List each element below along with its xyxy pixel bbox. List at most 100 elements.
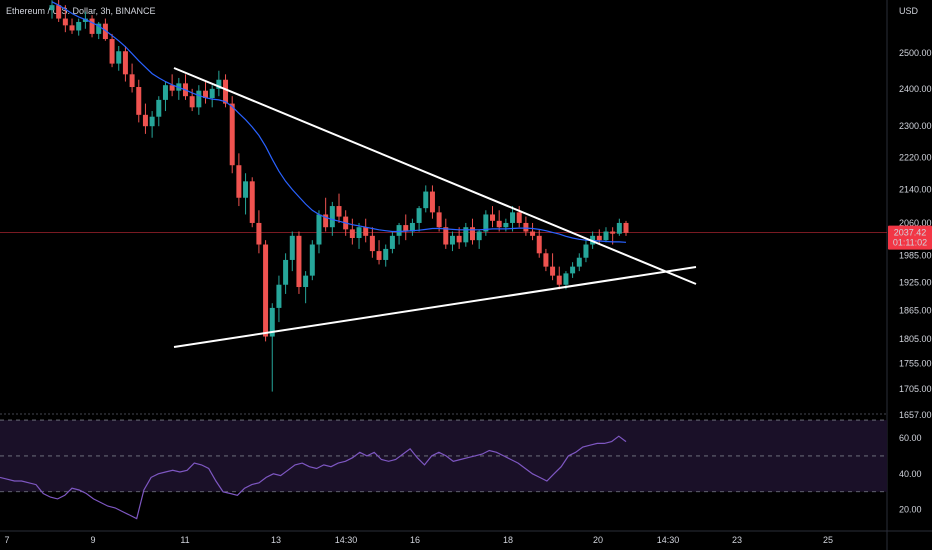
candle-body [249, 181, 255, 223]
candle-body [456, 235, 462, 243]
candle-body [383, 248, 389, 260]
time-tick-label: 13 [271, 535, 281, 545]
candle-body [116, 51, 122, 64]
chart-title: Ethereum / U.S. Dollar, 3h, BINANCE [6, 6, 156, 16]
candle-body [583, 244, 589, 258]
price-badge[interactable] [888, 225, 932, 250]
candle-body [329, 206, 335, 228]
candle-body [490, 214, 496, 221]
candle-body [523, 222, 529, 232]
candle-body [263, 244, 269, 337]
currency-label: USD [899, 6, 919, 16]
candle-body [209, 88, 215, 99]
rsi-tick-label: 60.00 [899, 433, 922, 443]
candle-body [136, 87, 142, 115]
time-tick-label: 23 [732, 535, 742, 545]
price-tick-label: 1657.00 [899, 410, 932, 420]
candle-body [356, 227, 362, 238]
candle-body [616, 222, 622, 234]
time-tick-label: 7 [4, 535, 9, 545]
candle-body [516, 212, 522, 223]
candle-body [189, 96, 195, 108]
price-tick-label: 1805.00 [899, 334, 932, 344]
candle-body [276, 284, 282, 308]
price-tick-label: 2140.00 [899, 185, 932, 195]
time-tick-label: 11 [180, 535, 189, 545]
candle-body [463, 227, 469, 243]
candle-body [49, 5, 55, 11]
candle-body [203, 90, 209, 99]
candle-body [303, 275, 309, 288]
candle-body [316, 214, 322, 245]
price-tick-label: 1985.00 [899, 251, 932, 261]
time-tick-label: 16 [410, 535, 420, 545]
candle-body [162, 85, 168, 100]
candle-body [423, 191, 429, 209]
candle-body [496, 220, 502, 228]
candle-body [76, 21, 82, 31]
candle-body [283, 259, 289, 285]
candle-body [256, 222, 262, 245]
candle-body [603, 231, 609, 241]
candle-body [89, 18, 95, 34]
candle-body [56, 5, 62, 19]
candle-body [476, 231, 482, 241]
candle-body [443, 227, 449, 245]
price-badge-value: 2037.42 [894, 228, 927, 238]
candle-body [269, 307, 275, 337]
candle-body [376, 251, 382, 260]
time-tick-label: 18 [503, 535, 513, 545]
candle-body [216, 79, 222, 89]
rsi-tick-label: 40.00 [899, 469, 922, 479]
time-tick-label: 14:30 [657, 535, 680, 545]
candle-body [403, 225, 409, 232]
price-tick-label: 2220.00 [899, 152, 932, 162]
candle-body [196, 90, 202, 108]
candle-body [570, 266, 576, 274]
price-tick-label: 1755.00 [899, 359, 932, 369]
candle-body [363, 227, 369, 236]
candle-body [510, 212, 516, 223]
candle-body [309, 244, 315, 276]
price-tick-label: 2500.00 [899, 48, 932, 58]
candle-body [323, 214, 329, 228]
candle-body [69, 25, 75, 31]
price-tick-label: 2400.00 [899, 84, 932, 94]
rsi-tick-label: 20.00 [899, 505, 922, 515]
candle-body [436, 212, 442, 228]
candle-body [503, 222, 509, 228]
candle-body [530, 231, 536, 236]
candle-body [536, 235, 542, 254]
candle-body [543, 253, 549, 267]
time-tick-label: 20 [593, 535, 603, 545]
candle-body [336, 206, 342, 217]
candle-body [122, 51, 128, 75]
lower-trendline [173, 266, 697, 348]
candle-body [229, 103, 235, 166]
candle-body [289, 235, 295, 260]
price-tick-label: 2300.00 [899, 121, 932, 131]
candle-body [416, 208, 422, 223]
candle-body [396, 225, 402, 236]
candle-body [610, 231, 616, 234]
candle-body [429, 191, 435, 213]
candle-body [243, 181, 249, 198]
candle-body [349, 229, 355, 238]
candle-body [109, 39, 115, 64]
time-tick-label: 9 [90, 535, 95, 545]
price-tick-label: 2060.00 [899, 218, 932, 228]
candle-body [223, 79, 229, 104]
candle-body [623, 222, 629, 233]
candle-body [62, 18, 68, 26]
candle-body [149, 116, 155, 127]
candle-body [483, 214, 489, 232]
price-tick-label: 1925.00 [899, 277, 932, 287]
candle-body [82, 18, 88, 22]
price-tick-label: 1865.00 [899, 305, 932, 315]
candle-body [556, 275, 562, 285]
upper-trendline [173, 67, 697, 285]
candle-body [156, 99, 162, 117]
candle-body [236, 165, 242, 198]
candle-body [550, 266, 556, 276]
